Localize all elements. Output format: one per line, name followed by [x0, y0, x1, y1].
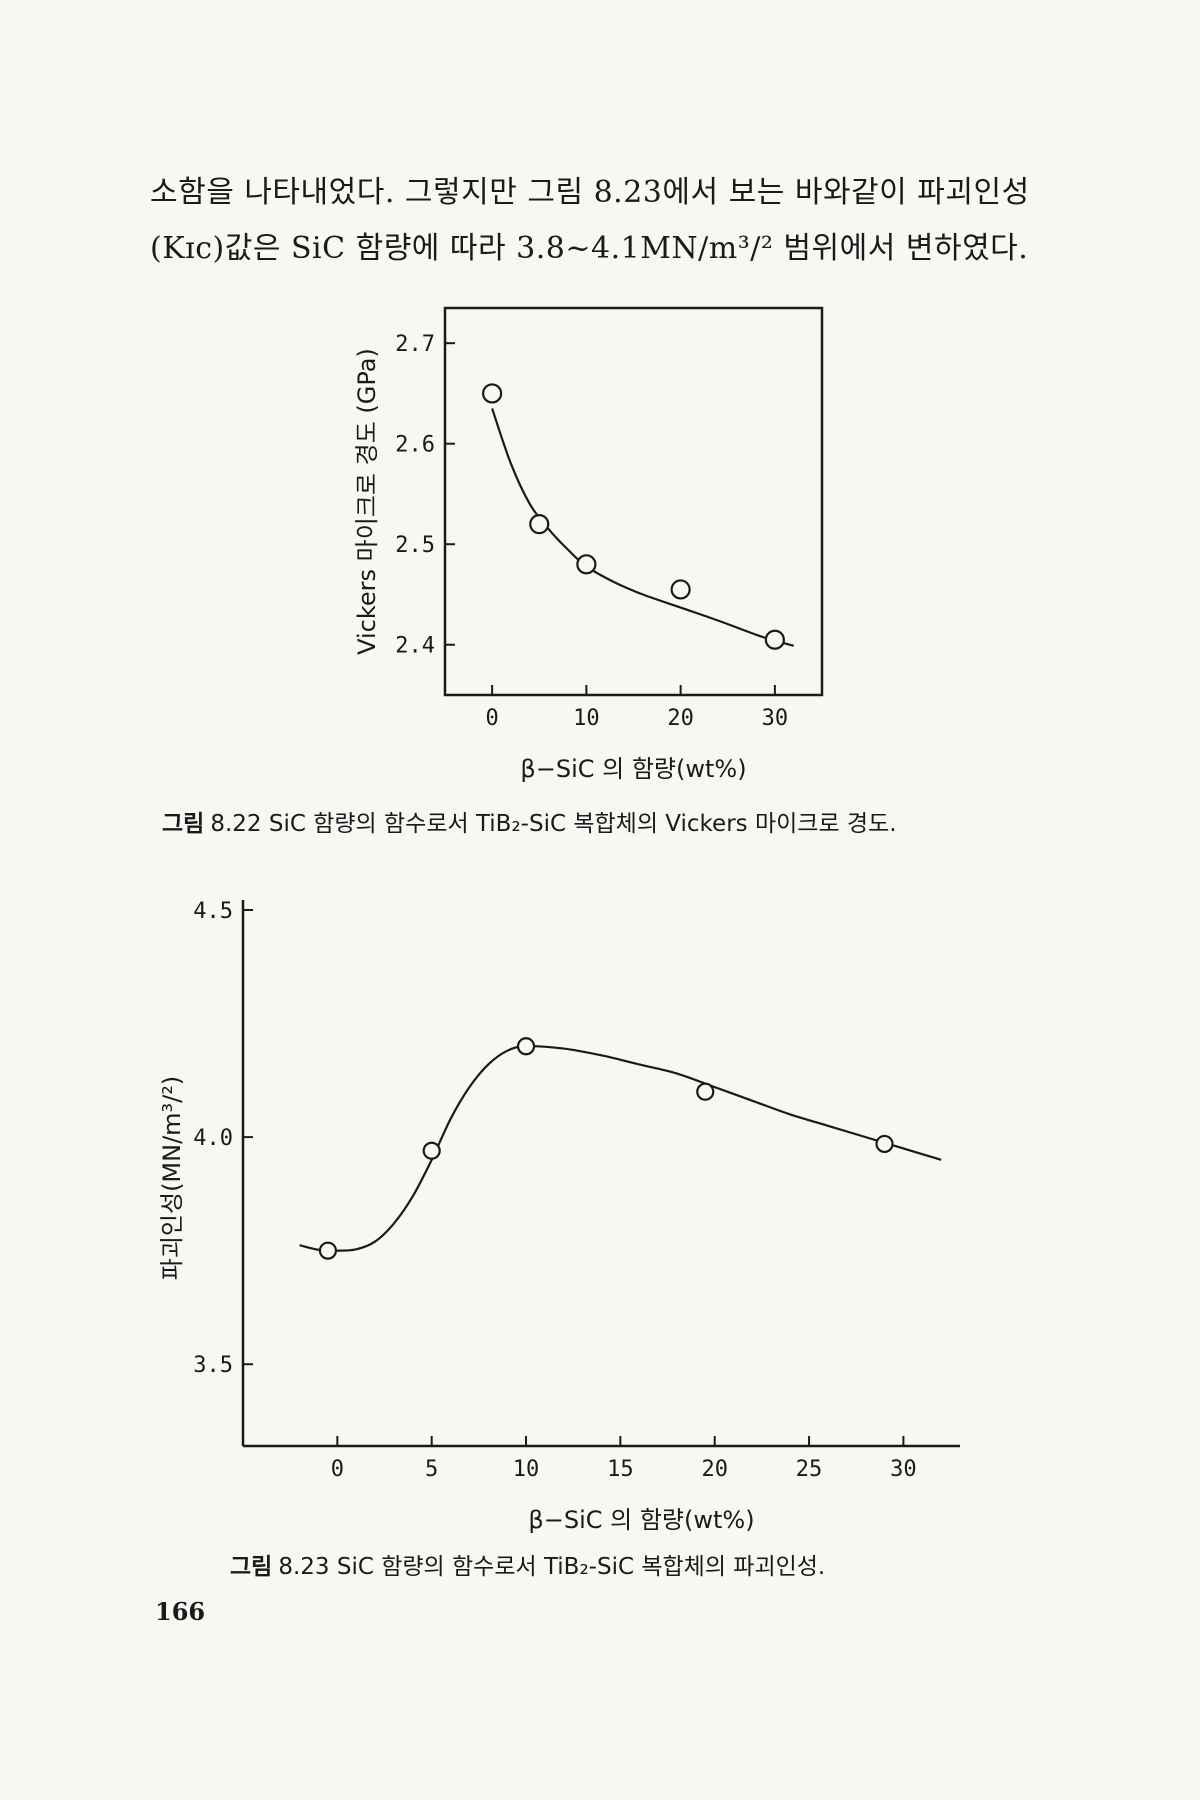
data-point: [696, 1082, 715, 1101]
x-tick-label: 0: [331, 1457, 344, 1482]
caption-text: 8.22 SiC 함량의 함수로서 TiB₂-SiC 복합체의 Vickers …: [210, 811, 897, 837]
x-tick-label: 25: [796, 1457, 823, 1482]
x-axis-title: β−SiC 의 함량(wt%): [528, 1506, 754, 1534]
x-tick-label: 20: [701, 1457, 728, 1482]
y-tick-label: 2.7: [395, 332, 435, 357]
y-tick-label: 2.4: [395, 634, 435, 659]
x-axis-title: β−SiC 의 함량(wt%): [520, 755, 746, 783]
data-point: [422, 1141, 441, 1160]
x-tick-label: 30: [890, 1457, 917, 1482]
y-tick-label: 2.5: [395, 533, 435, 558]
x-tick-label: 5: [425, 1457, 438, 1482]
y-tick-label: 4.5: [193, 899, 233, 924]
fit-curve: [491, 408, 795, 647]
data-point: [764, 629, 785, 650]
y-axis-title: 파괴인성(MN/m³/²): [158, 1076, 186, 1281]
x-tick-label: 30: [762, 706, 789, 731]
figure-caption-8-23: 그림 8.23 SiC 함량의 함수로서 TiB₂-SiC 복합체의 파괴인성.: [230, 1547, 825, 1581]
data-point: [529, 514, 550, 535]
data-point: [318, 1241, 338, 1260]
caption-label: 그림: [162, 811, 205, 837]
plot-frame: [443, 306, 824, 697]
x-tick-label: 0: [486, 706, 499, 731]
data-point: [670, 579, 691, 600]
hardness-chart: 2.4 2.5 2.6 2.7 0 10 20 30 β−SiC 의 함량(wt%) Vicker…: [353, 306, 824, 783]
data-point: [875, 1134, 894, 1154]
data-point: [482, 383, 503, 404]
body-paragraph: 소함을 나타내었다. 그렇지만 그림 8.23에서 보는 바와같이 파괴인성 (…: [150, 165, 1030, 277]
y-axis-title: Vickers 마이크로 경도 (GPa): [353, 348, 381, 655]
x-tick-label: 10: [573, 706, 600, 731]
paragraph-line-2: (Kɪc)값은 SiC 함량에 따라 3.8~4.1MN/m³/² 범위에서 변…: [150, 231, 1029, 266]
paragraph-line-1: 소함을 나타내었다. 그렇지만 그림 8.23에서 보는 바와같이 파괴인성: [150, 175, 1030, 210]
data-point: [516, 1037, 536, 1056]
caption-label: 그림: [230, 1554, 273, 1580]
data-point: [576, 554, 597, 575]
y-tick-label: 4.0: [193, 1126, 233, 1151]
page-number: 166: [155, 1597, 206, 1626]
figure-caption-8-22: 그림 8.22 SiC 함량의 함수로서 TiB₂-SiC 복합체의 Vicker…: [162, 804, 897, 838]
x-tick-label: 20: [667, 706, 694, 731]
toughness-chart: 3.5 4.0 4.5 0 5 10 15 20 25 30 β−SiC 의 함량(wt%) 파괴인성…: [158, 899, 960, 1534]
caption-text: 8.23 SiC 함량의 함수로서 TiB₂-SiC 복합체의 파괴인성.: [278, 1554, 826, 1580]
x-tick-label: 15: [607, 1457, 634, 1482]
y-tick-label: 2.6: [395, 433, 435, 458]
x-tick-label: 10: [513, 1457, 540, 1482]
y-tick-label: 3.5: [193, 1353, 233, 1378]
fit-curve: [299, 1045, 942, 1252]
